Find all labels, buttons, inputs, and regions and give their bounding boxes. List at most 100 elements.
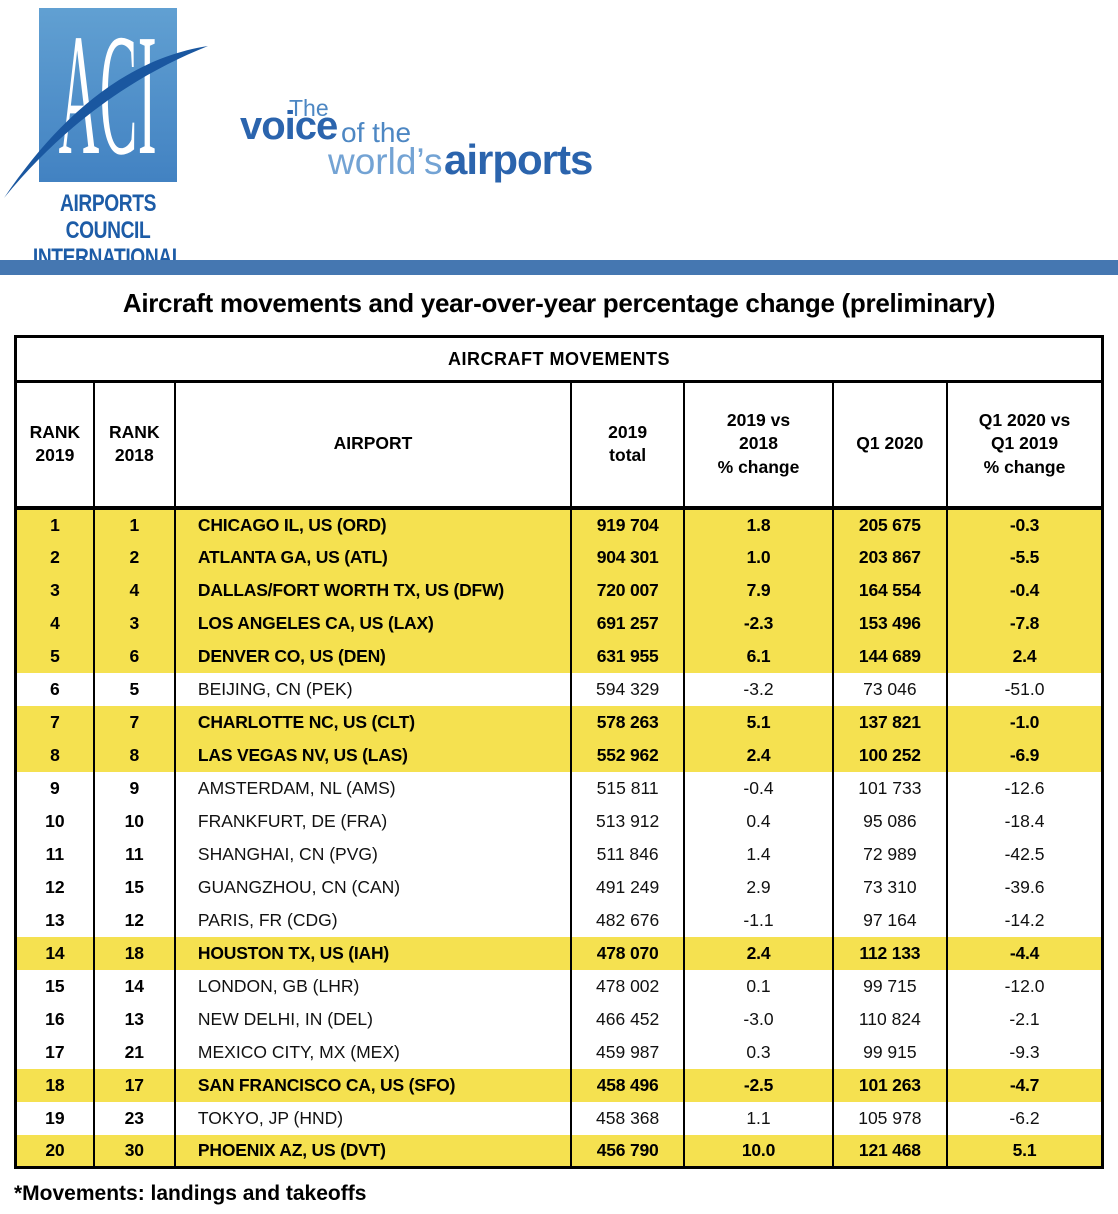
cell-rank-2019: 17 [45,1041,65,1062]
cell-q1-2020: 73 310 [831,870,948,904]
table-banner: AIRCRAFT MOVEMENTS [15,336,1103,383]
cell-chg-q1-2020-q1-2019: -5.5 [946,540,1103,574]
cell-airport: LONDON, GB (LHR) [173,969,571,1003]
table-row: 3 4 DALLAS/FORT WORTH TX, US (DFW) 720 007 7… [15,573,1103,607]
cell-chg-q1-2020-q1-2019: -4.7 [946,1068,1103,1102]
cell-rank-2019: 1 [15,507,94,541]
cell-chg-q1-2020-q1-2019: -12.6 [946,771,1103,805]
cell-q1-2020: 105 978 [831,1101,948,1135]
tagline-airports: airports [444,136,593,183]
cell-rank-2018: 23 [92,1101,175,1135]
tagline-the: The [289,95,329,121]
cell-total-2019: 458 496 [569,1068,685,1102]
cell-chg-q1-2020-q1-2019: -7.8 [946,606,1103,640]
column-header-q1-2020: Q1 2020 [831,381,948,510]
cell-chg-q1-2020-q1-2019: -42.5 [946,837,1103,871]
cell-total-2019: 456 790 [569,1134,685,1168]
cell-total-2019: 552 962 [569,738,685,772]
cell-total-2019: 478 002 [569,969,685,1003]
cell-chg-q1-2020-q1-2019: -2.1 [946,1002,1103,1036]
aci-logo-caption: AIRPORTS COUNCIL INTERNATIONAL [22,190,195,271]
cell-rank-2018: 15 [92,870,175,904]
cell-q1-2020: 99 915 [831,1035,948,1069]
cell-airport: MEXICO CITY, MX (MEX) [173,1035,571,1069]
cell-q1-2020: 121 468 [831,1134,948,1168]
table-row: 19 23 TOKYO, JP (HND) 458 368 1.1 105 978 -6.2 [16,1101,1103,1135]
cell-total-2019: 459 987 [569,1035,685,1069]
cell-q1-2020: 95 086 [831,804,948,838]
cell-rank-2019: 5 [15,639,94,673]
cell-rank-2018: 11 [92,837,175,871]
cell-total-2019: 631 955 [569,639,685,673]
table-row: 6 5 BEIJING, CN (PEK) 594 329 -3.2 73 046 -51.… [16,672,1103,706]
table-row: 17 21 MEXICO CITY, MX (MEX) 459 987 0.3 99 91… [16,1035,1103,1069]
cell-chg-2019-2018: 6.1 [683,639,833,673]
table-row: 11 11 SHANGHAI, CN (PVG) 511 846 1.4 72 989 -4… [16,837,1103,871]
cell-total-2019: 513 912 [569,804,685,838]
table-row: 16 13 NEW DELHI, IN (DEL) 466 452 -3.0 110 82… [16,1002,1103,1036]
cell-chg-2019-2018: 0.1 [683,969,833,1003]
cell-q1-2020: 101 263 [831,1068,948,1102]
table-row: 18 17 SAN FRANCISCO CA, US (SFO) 458 496 -2.… [15,1068,1103,1102]
cell-rank-2018: 8 [92,738,175,772]
cell-q1-2020: 203 867 [831,540,948,574]
cell-total-2019: 594 329 [569,672,685,706]
cell-airport: ATLANTA GA, US (ATL) [173,540,571,574]
cell-rank-2019: 14 [15,936,94,970]
cell-chg-2019-2018: -0.4 [683,771,833,805]
column-header-rank-2018: RANK 2018 [92,381,175,510]
cell-chg-q1-2020-q1-2019: 2.4 [946,639,1103,673]
table-banner-row: AIRCRAFT MOVEMENTS [15,336,1103,383]
cell-total-2019: 691 257 [569,606,685,640]
column-header-row: RANK 2019 RANK 2018 AIRPORT 2019 total 2019 … [15,381,1103,510]
table-row: 10 10 FRANKFURT, DE (FRA) 513 912 0.4 95 086-… [16,804,1103,838]
cell-rank-2018: 13 [92,1002,175,1036]
cell-q1-2020: 73 046 [831,672,948,706]
cell-rank-2018: 7 [92,705,175,739]
cell-rank-2019: 9 [49,777,60,798]
cell-chg-2019-2018: -3.2 [683,672,833,706]
cell-airport: PHOENIX AZ, US (DVT) [173,1134,571,1168]
cell-q1-2020: 72 989 [831,837,948,871]
cell-rank-2019: 2 [15,540,94,574]
cell-airport: AMSTERDAM, NL (AMS) [173,771,571,805]
cell-rank-2019: 13 [45,909,65,930]
header-divider-bar [0,260,1118,275]
cell-chg-2019-2018: 1.4 [683,837,833,871]
cell-rank-2018: 3 [92,606,175,640]
cell-q1-2020: 97 164 [831,903,948,937]
cell-rank-2019: 20 [15,1134,94,1168]
cell-total-2019: 720 007 [569,573,685,607]
cell-airport: LOS ANGELES CA, US (LAX) [173,606,571,640]
cell-airport: LAS VEGAS NV, US (LAS) [173,738,571,772]
cell-chg-q1-2020-q1-2019: -39.6 [946,870,1103,904]
cell-rank-2018: 21 [92,1035,175,1069]
cell-total-2019: 511 846 [569,837,685,871]
cell-rank-2018: 6 [92,639,175,673]
cell-chg-2019-2018: -3.0 [683,1002,833,1036]
cell-chg-2019-2018: 10.0 [683,1134,833,1168]
table-row: 13 12 PARIS, FR (CDG) 482 676 -1.1 97 164 -14.… [16,903,1103,937]
table-row: 5 6 DENVER CO, US (DEN) 631 955 6.1 144 689 2.… [15,639,1103,673]
tagline-voice: voice [240,104,338,148]
cell-airport: FRANKFURT, DE (FRA) [173,804,571,838]
column-header-airport: AIRPORT [173,381,571,510]
table-row: 9 9 AMSTERDAM, NL (AMS) 515 811 -0.4 101 733-… [16,771,1103,805]
tagline-worlds: world’s [328,141,443,182]
cell-rank-2018: 12 [92,903,175,937]
cell-q1-2020: 112 133 [831,936,948,970]
page-title: Aircraft movements and year-over-year pe… [122,288,996,318]
column-header-chg-q1-2020-q1-2019: Q1 2020 vs Q1 2019 % change [946,381,1103,510]
cell-total-2019: 515 811 [569,771,685,805]
cell-total-2019: 904 301 [569,540,685,574]
cell-chg-2019-2018: 1.1 [683,1101,833,1135]
cell-rank-2018: 17 [92,1068,175,1102]
cell-airport: BEIJING, CN (PEK) [173,672,571,706]
cell-q1-2020: 137 821 [831,705,948,739]
cell-chg-2019-2018: 5.1 [683,705,833,739]
table-row: 2 2 ATLANTA GA, US (ATL) 904 301 1.0 203 867-… [15,540,1103,574]
cell-total-2019: 478 070 [569,936,685,970]
cell-chg-2019-2018: 0.3 [683,1035,833,1069]
cell-rank-2018: 30 [92,1134,175,1168]
